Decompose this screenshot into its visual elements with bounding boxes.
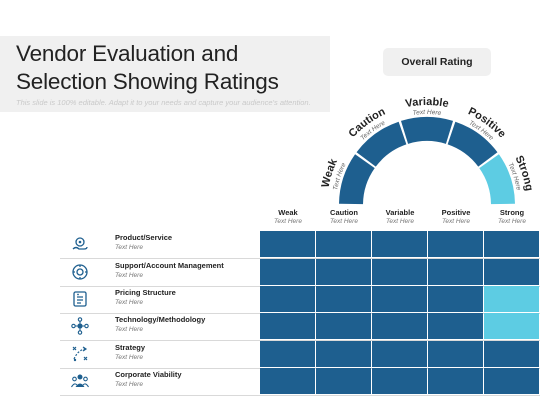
rating-cell-strong — [484, 368, 539, 394]
rating-cell-weak — [260, 231, 315, 257]
table-row: Product/Service Text Here — [60, 231, 540, 259]
rating-cell-variable — [372, 286, 427, 312]
row-label: Product/Service — [115, 233, 173, 242]
column-header-positive: Positive Text Here — [428, 208, 484, 225]
row-sublabel: Text Here — [115, 381, 143, 388]
rating-cell-strong — [484, 231, 539, 257]
rating-cell-variable — [372, 259, 427, 285]
rating-cell-positive — [428, 313, 483, 339]
row-label: Technology/Methodology — [115, 315, 206, 324]
rating-cell-positive — [428, 368, 483, 394]
rating-cell-strong — [484, 259, 539, 285]
row-label: Pricing Structure — [115, 288, 176, 297]
column-header-label: Positive — [441, 208, 471, 217]
column-header-sublabel: Text Here — [498, 218, 526, 225]
row-divider — [60, 395, 540, 396]
page-subtitle: This slide is 100% editable. Adapt it to… — [16, 98, 311, 107]
gauge-segment-strong — [479, 154, 515, 205]
column-header-variable: Variable Text Here — [372, 208, 428, 225]
row-divider — [60, 340, 540, 341]
rating-cell-caution — [316, 259, 371, 285]
table-row: Corporate Viability Text Here — [60, 368, 540, 396]
rating-cell-positive — [428, 341, 483, 367]
network-icon — [70, 316, 90, 336]
price-tag-icon — [70, 289, 90, 309]
row-sublabel: Text Here — [115, 326, 143, 333]
table-row: Strategy Text Here — [60, 341, 540, 369]
column-header-label: Caution — [330, 208, 358, 217]
rating-cell-caution — [316, 231, 371, 257]
column-header-label: Variable — [385, 208, 415, 217]
gauge-segment-weak — [339, 154, 375, 205]
table-row: Support/Account Management Text Here — [60, 259, 540, 287]
row-sublabel: Text Here — [115, 244, 143, 251]
rating-cell-weak — [260, 286, 315, 312]
rating-cell-caution — [316, 341, 371, 367]
column-header-sublabel: Text Here — [274, 218, 302, 225]
row-label: Corporate Viability — [115, 370, 182, 379]
column-header-caution: Caution Text Here — [316, 208, 372, 225]
gauge-segment-caution — [356, 121, 407, 167]
gauge-sublabel: Text Here — [412, 109, 442, 117]
table-row: Technology/Methodology Text Here — [60, 313, 540, 341]
column-header-strong: Strong Text Here — [484, 208, 540, 225]
row-divider — [60, 258, 540, 259]
column-header-label: Strong — [499, 208, 525, 217]
row-sublabel: Text Here — [115, 354, 143, 361]
rating-cell-caution — [316, 368, 371, 394]
rating-cell-strong — [484, 341, 539, 367]
rating-cell-caution — [316, 313, 371, 339]
rating-cell-weak — [260, 313, 315, 339]
overall-rating-badge: Overall Rating — [383, 48, 491, 76]
rating-cell-variable — [372, 313, 427, 339]
column-header-sublabel: Text Here — [330, 218, 358, 225]
support-icon — [70, 262, 90, 282]
rating-cell-strong — [484, 313, 539, 339]
rating-cell-positive — [428, 286, 483, 312]
rating-cell-variable — [372, 341, 427, 367]
rating-cell-positive — [428, 231, 483, 257]
row-sublabel: Text Here — [115, 272, 143, 279]
gauge-label-variable: Variable — [404, 96, 449, 110]
gauge-segment-positive — [447, 121, 498, 167]
rating-cell-caution — [316, 286, 371, 312]
row-sublabel: Text Here — [115, 299, 143, 306]
row-label: Strategy — [115, 343, 146, 352]
group-icon — [70, 371, 90, 391]
rating-cell-positive — [428, 259, 483, 285]
rating-cell-variable — [372, 231, 427, 257]
rating-cell-variable — [372, 368, 427, 394]
column-header-weak: Weak Text Here — [260, 208, 316, 225]
column-header-sublabel: Text Here — [442, 218, 470, 225]
strategy-icon — [70, 344, 90, 364]
rating-cell-weak — [260, 259, 315, 285]
rating-cell-weak — [260, 368, 315, 394]
row-label: Support/Account Management — [115, 261, 224, 270]
gauge-segment-variable — [400, 116, 454, 144]
column-header-sublabel: Text Here — [386, 218, 414, 225]
rating-cell-strong — [484, 286, 539, 312]
title-panel — [0, 36, 330, 112]
table-row: Pricing Structure Text Here — [60, 286, 540, 314]
page-title: Vendor Evaluation and Selection Showing … — [16, 41, 279, 94]
column-header-label: Weak — [278, 208, 298, 217]
hand-gear-icon — [70, 234, 90, 254]
rating-cell-weak — [260, 341, 315, 367]
